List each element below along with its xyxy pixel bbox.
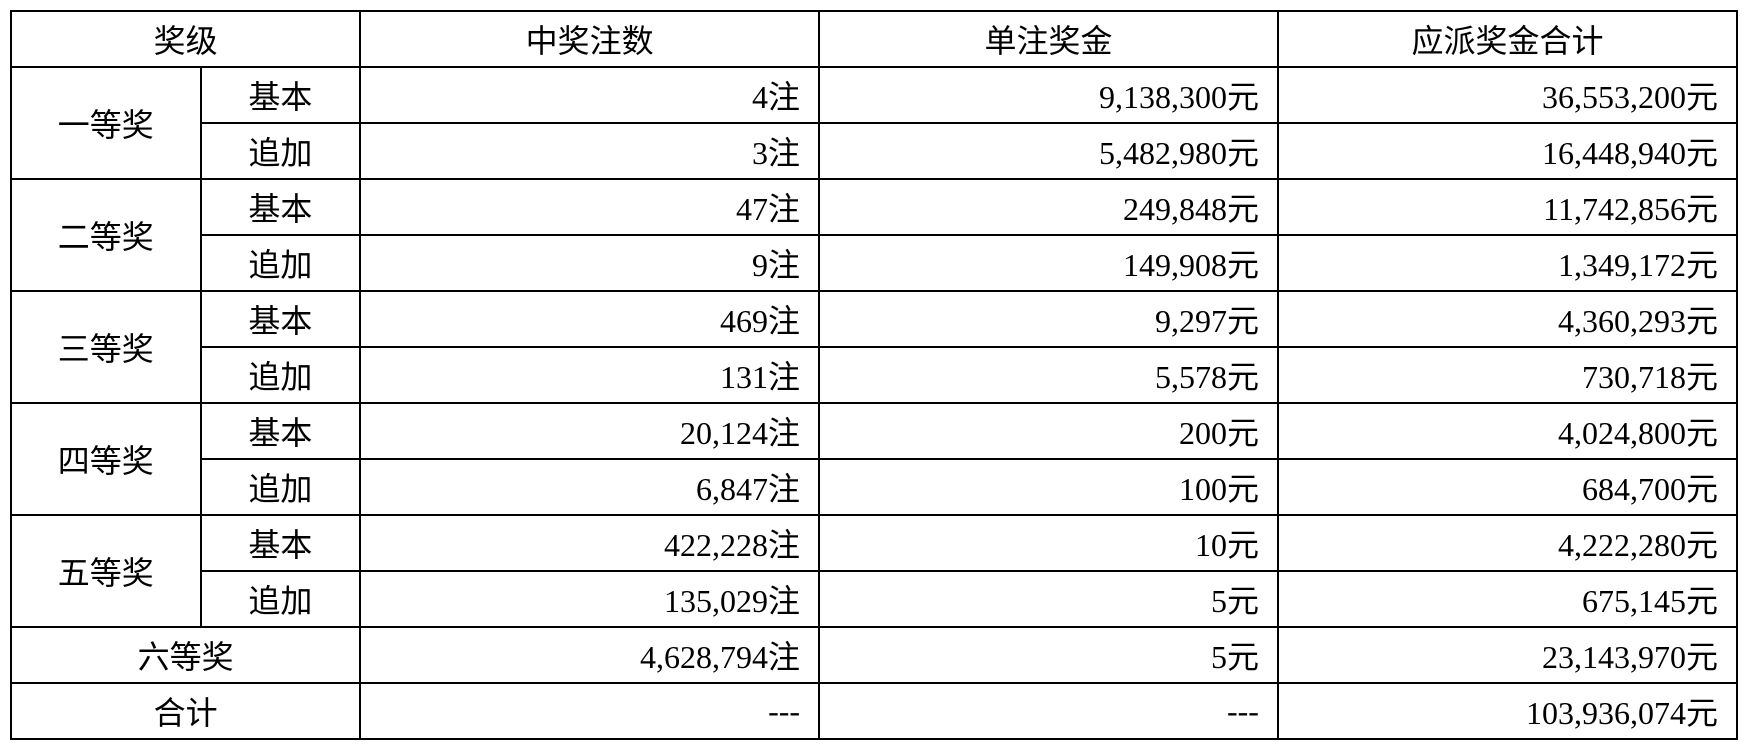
cell-count: 47注 — [360, 179, 819, 235]
header-total-prize: 应派奖金合计 — [1278, 11, 1737, 67]
subtype-addon: 追加 — [201, 347, 361, 403]
cell-unit: 100元 — [819, 459, 1278, 515]
cell-unit: 5,482,980元 — [819, 123, 1278, 179]
header-win-count: 中奖注数 — [360, 11, 819, 67]
table-row: 六等奖 4,628,794注 5元 23,143,970元 — [11, 627, 1737, 683]
subtype-basic: 基本 — [201, 515, 361, 571]
cell-count: 6,847注 — [360, 459, 819, 515]
table-row: 四等奖 基本 20,124注 200元 4,024,800元 — [11, 403, 1737, 459]
cell-unit: 5元 — [819, 571, 1278, 627]
table-row: 三等奖 基本 469注 9,297元 4,360,293元 — [11, 291, 1737, 347]
subtype-basic: 基本 — [201, 403, 361, 459]
cell-count: 469注 — [360, 291, 819, 347]
cell-unit: 200元 — [819, 403, 1278, 459]
cell-count: --- — [360, 683, 819, 739]
cell-total: 16,448,940元 — [1278, 123, 1737, 179]
cell-total: 1,349,172元 — [1278, 235, 1737, 291]
level-second: 二等奖 — [11, 179, 201, 291]
table-row: 五等奖 基本 422,228注 10元 4,222,280元 — [11, 515, 1737, 571]
cell-total: 103,936,074元 — [1278, 683, 1737, 739]
cell-unit: 249,848元 — [819, 179, 1278, 235]
cell-count: 4注 — [360, 67, 819, 123]
table-row: 一等奖 基本 4注 9,138,300元 36,553,200元 — [11, 67, 1737, 123]
level-sixth: 六等奖 — [11, 627, 360, 683]
table-row: 追加 9注 149,908元 1,349,172元 — [11, 235, 1737, 291]
cell-unit: 5,578元 — [819, 347, 1278, 403]
cell-total: 675,145元 — [1278, 571, 1737, 627]
subtype-basic: 基本 — [201, 291, 361, 347]
cell-unit: --- — [819, 683, 1278, 739]
level-fifth: 五等奖 — [11, 515, 201, 627]
level-first: 一等奖 — [11, 67, 201, 179]
subtype-addon: 追加 — [201, 123, 361, 179]
cell-count: 3注 — [360, 123, 819, 179]
cell-unit: 9,297元 — [819, 291, 1278, 347]
table-row: 追加 3注 5,482,980元 16,448,940元 — [11, 123, 1737, 179]
cell-count: 4,628,794注 — [360, 627, 819, 683]
subtype-basic: 基本 — [201, 67, 361, 123]
header-row: 奖级 中奖注数 单注奖金 应派奖金合计 — [11, 11, 1737, 67]
cell-total: 730,718元 — [1278, 347, 1737, 403]
subtype-addon: 追加 — [201, 459, 361, 515]
lottery-prize-table: 奖级 中奖注数 单注奖金 应派奖金合计 一等奖 基本 4注 9,138,300元… — [10, 10, 1738, 740]
cell-count: 131注 — [360, 347, 819, 403]
cell-total: 4,024,800元 — [1278, 403, 1737, 459]
cell-count: 422,228注 — [360, 515, 819, 571]
cell-total: 684,700元 — [1278, 459, 1737, 515]
level-total: 合计 — [11, 683, 360, 739]
table-row: 追加 131注 5,578元 730,718元 — [11, 347, 1737, 403]
table-row-total: 合计 --- --- 103,936,074元 — [11, 683, 1737, 739]
level-fourth: 四等奖 — [11, 403, 201, 515]
table-row: 二等奖 基本 47注 249,848元 11,742,856元 — [11, 179, 1737, 235]
cell-count: 20,124注 — [360, 403, 819, 459]
cell-total: 23,143,970元 — [1278, 627, 1737, 683]
cell-unit: 149,908元 — [819, 235, 1278, 291]
subtype-addon: 追加 — [201, 571, 361, 627]
cell-unit: 10元 — [819, 515, 1278, 571]
cell-total: 36,553,200元 — [1278, 67, 1737, 123]
header-prize-level: 奖级 — [11, 11, 360, 67]
cell-total: 4,360,293元 — [1278, 291, 1737, 347]
cell-total: 4,222,280元 — [1278, 515, 1737, 571]
header-unit-prize: 单注奖金 — [819, 11, 1278, 67]
cell-unit: 5元 — [819, 627, 1278, 683]
table-row: 追加 6,847注 100元 684,700元 — [11, 459, 1737, 515]
cell-unit: 9,138,300元 — [819, 67, 1278, 123]
cell-total: 11,742,856元 — [1278, 179, 1737, 235]
cell-count: 135,029注 — [360, 571, 819, 627]
cell-count: 9注 — [360, 235, 819, 291]
level-third: 三等奖 — [11, 291, 201, 403]
subtype-basic: 基本 — [201, 179, 361, 235]
table-row: 追加 135,029注 5元 675,145元 — [11, 571, 1737, 627]
subtype-addon: 追加 — [201, 235, 361, 291]
